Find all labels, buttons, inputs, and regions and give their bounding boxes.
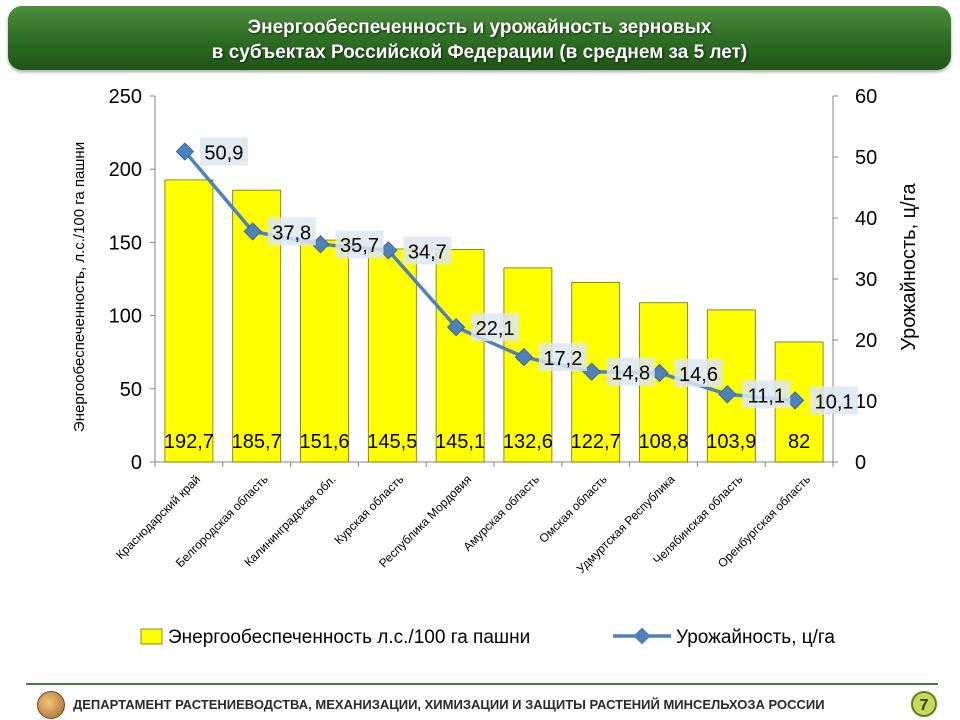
title-banner: Энергообеспеченность и урожайность зерно… (8, 6, 951, 70)
right-tick-label: 20 (855, 330, 877, 352)
right-tick-label: 30 (855, 269, 877, 291)
left-tick-label: 250 (109, 86, 142, 108)
line-value-label: 34,7 (408, 241, 447, 263)
left-axis-title: Энергообеспеченность, л.с./100 га пашни (71, 142, 88, 432)
line-marker (379, 241, 398, 260)
bar (367, 248, 417, 463)
line-marker (311, 235, 330, 254)
line-marker (514, 347, 534, 367)
right-tick-label: 0 (855, 452, 866, 474)
line-value-label: 35,7 (340, 235, 379, 257)
legend-line-marker (633, 627, 651, 645)
line-value-label: 22,1 (476, 318, 515, 340)
title-line-2: в субъектах Российской Федерации (в сред… (211, 42, 748, 63)
line-value-label: 10,1 (815, 391, 854, 413)
bar-value-label: 103,9 (706, 431, 756, 453)
page-number-badge: 7 (911, 691, 937, 717)
line-marker (650, 363, 669, 383)
line-label-box (606, 357, 655, 386)
line-label-box (674, 358, 723, 387)
left-tick-label: 0 (131, 452, 142, 474)
line-value-label: 11,1 (748, 385, 785, 407)
line-label-box (199, 137, 248, 166)
footer-divider (26, 683, 938, 685)
title-line-1: Энергообеспеченность и урожайность зерно… (247, 17, 712, 38)
bar-value-label: 122,7 (571, 431, 621, 453)
legend-line-label: Урожайность, ц/га (676, 627, 835, 648)
legend-bar-swatch (140, 628, 163, 645)
right-tick-label: 10 (855, 391, 877, 413)
right-axis-title: Урожайность, ц/га (898, 182, 920, 350)
left-tick-label: 50 (120, 379, 142, 401)
ministry-logo-icon (37, 691, 65, 719)
bar (300, 239, 349, 463)
line-value-label: 14,6 (679, 364, 718, 386)
line-value-label: 14,8 (611, 363, 650, 385)
line-label-box (403, 236, 452, 265)
line-value-label: 17,2 (543, 348, 582, 370)
line-label-box (267, 217, 316, 246)
left-tick-label: 200 (109, 159, 142, 181)
page-title: Энергообеспеченность и урожайность зерно… (8, 15, 951, 65)
bar-value-label: 145,5 (367, 431, 417, 453)
bar-value-label: 185,7 (232, 431, 282, 453)
left-tick-label: 150 (109, 232, 142, 254)
bar-value-label: 151,6 (299, 431, 349, 453)
legend-bar-label: Энергообеспеченность л.с./100 га пашни (168, 627, 530, 648)
line-marker (446, 317, 466, 337)
line-marker (582, 362, 601, 381)
bar (503, 267, 553, 463)
footer-department: ДЕПАРТАМЕНТ РАСТЕНИЕВОДСТВА, МЕХАНИЗАЦИИ… (73, 697, 825, 712)
line-label-box (538, 343, 587, 372)
bar-value-label: 145,1 (435, 431, 485, 453)
line-label-box (742, 380, 791, 409)
line-label-box (810, 386, 859, 415)
bar-value-label: 82 (788, 431, 810, 453)
line-value-label: 37,8 (272, 222, 311, 244)
line-marker (718, 385, 737, 404)
right-tick-label: 60 (855, 86, 877, 108)
line-value-label: 50,9 (204, 143, 243, 165)
right-tick-label: 40 (855, 208, 877, 230)
left-tick-label: 100 (109, 306, 142, 328)
combo-chart: 0 50 100 150 200 250 0 10 20 30 40 50 60 Энергообеспе… (71, 86, 920, 648)
category-label: Омская область (536, 472, 610, 546)
line-label-box (471, 313, 520, 342)
line-marker (785, 391, 805, 410)
bar-value-label: 192,7 (164, 431, 214, 453)
bar (435, 249, 485, 463)
bar-value-label: 132,6 (503, 431, 553, 453)
line-marker (175, 142, 195, 161)
line-label-box (335, 230, 384, 259)
bar-value-label: 108,8 (638, 431, 688, 453)
right-tick-label: 50 (855, 147, 877, 169)
bar (164, 179, 214, 463)
line-marker (243, 222, 262, 241)
category-label: Амурская область (460, 472, 542, 554)
category-label: Курская область (331, 472, 406, 547)
